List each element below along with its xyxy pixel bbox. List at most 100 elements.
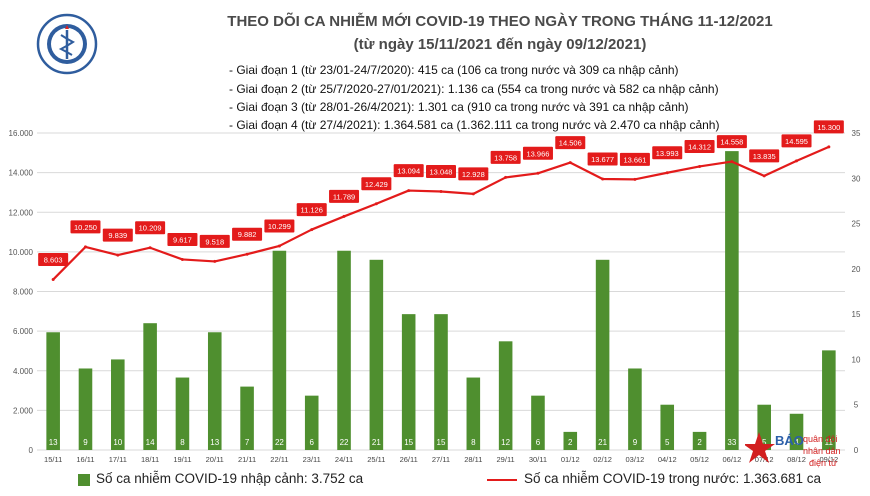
imported-bar [240,386,254,450]
domestic-point [342,214,346,218]
right-tick-label: 30 [852,174,861,183]
domestic-label-box [70,220,101,234]
domestic-point-label: 11.126 [301,206,323,215]
watermark-line4: điện tử [809,458,837,468]
domestic-point [180,257,184,261]
domestic-point-label: 13.966 [526,149,549,158]
domestic-point-label: 10.250 [74,223,97,232]
domestic-point-label: 14.558 [720,138,743,147]
domestic-point [213,259,217,263]
domestic-point-label: 15.300 [817,123,840,132]
imported-bar [498,341,513,450]
domestic-label-box [652,146,683,160]
x-tick-label: 29/11 [497,455,515,464]
imported-bar [143,323,157,450]
right-tick-label: 20 [852,265,861,274]
domestic-point [536,171,540,175]
left-tick-label: 16.000 [9,129,34,138]
x-tick-label: 28/11 [464,455,482,464]
imported-bar [434,314,448,450]
domestic-point-label: 14.506 [559,139,582,148]
left-tick-label: 8.000 [13,288,34,297]
x-tick-label: 24/11 [335,455,353,464]
imported-bar-label: 7 [245,438,250,447]
domestic-point [471,192,475,196]
domestic-label-box [361,177,392,191]
imported-bar-label: 4 [794,438,799,447]
legend-imported-label: Số ca nhiễm COVID-19 nhập cảnh: 3.752 ca [96,471,364,486]
imported-bar [401,314,416,450]
domestic-point-label: 13.661 [623,155,646,164]
x-tick-label: 15/11 [44,455,62,464]
domestic-label-box [296,203,327,217]
imported-bar-label: 22 [340,438,349,447]
imported-bar [304,395,319,450]
x-tick-label: 04/12 [658,455,677,464]
domestic-label-box [458,167,489,181]
imported-bar [531,395,545,450]
domestic-label-box [522,146,553,160]
right-tick-label: 25 [852,220,861,229]
domestic-point-label: 13.094 [397,167,420,176]
domestic-point-label: 13.835 [753,152,776,161]
left-tick-label: 0 [29,446,34,455]
domestic-label-box [135,221,166,235]
chart-subtitle: (từ ngày 15/11/2021 đến ngày 09/12/2021) [353,36,647,53]
x-tick-label: 20/11 [206,455,224,464]
imported-bar [111,359,125,450]
imported-bar-label: 15 [404,438,413,447]
legend-domestic-label: Số ca nhiễm COVID-19 trong nước: 1.363.6… [524,471,822,486]
imported-bar-label: 5 [762,438,767,447]
imported-bar [78,368,93,450]
imported-bar-label: 6 [309,438,314,447]
domestic-point [633,177,637,181]
domestic-label-box [393,164,424,178]
watermark-line3: nhân dân [803,446,841,456]
imported-bar-label: 10 [113,438,122,447]
x-tick-label: 06/12 [722,455,741,464]
x-tick-label: 26/11 [400,455,418,464]
imported-bar-label: 21 [372,438,381,447]
imported-bar-label: 9 [83,438,88,447]
imported-bar-label: 22 [275,438,284,447]
legend-imported-swatch [78,474,90,486]
imported-bar-label: 11 [825,438,834,447]
legend-domestic-swatch [487,479,517,481]
x-tick-label: 09/12 [819,455,838,464]
imported-bar [207,332,222,450]
x-tick-label: 17/11 [109,455,127,464]
domestic-point-label: 13.048 [430,167,453,176]
right-tick-label: 0 [854,446,859,455]
x-tick-label: 23/11 [303,455,321,464]
x-tick-label: 18/11 [141,455,159,464]
imported-bar [595,259,610,450]
x-tick-label: 03/12 [626,455,645,464]
imported-bar-label: 15 [437,438,446,447]
imported-bar [466,377,481,450]
domestic-point-label: 12.429 [365,180,388,189]
domestic-point [148,246,152,250]
imported-bar [272,250,287,450]
domestic-point [504,175,508,179]
watermark-line2: quân đội [803,434,838,444]
imported-bar [725,151,739,450]
domestic-point [795,159,799,163]
x-tick-label: 19/11 [173,455,191,464]
x-tick-label: 30/11 [529,455,547,464]
left-tick-label: 4.000 [13,367,34,376]
domestic-point [310,228,314,232]
imported-bar-label: 33 [727,438,736,447]
domestic-label-box [199,234,230,248]
x-tick-label: 25/11 [367,455,385,464]
x-tick-label: 21/11 [238,455,256,464]
x-tick-label: 22/11 [270,455,288,464]
domestic-point-label: 14.595 [785,137,808,146]
imported-bar [46,332,60,450]
imported-bar-label: 8 [471,438,476,447]
domestic-label-box [619,152,650,166]
domestic-point [568,161,572,165]
domestic-point [116,253,120,257]
x-tick-label: 07/12 [755,455,774,464]
domestic-point [277,244,281,248]
